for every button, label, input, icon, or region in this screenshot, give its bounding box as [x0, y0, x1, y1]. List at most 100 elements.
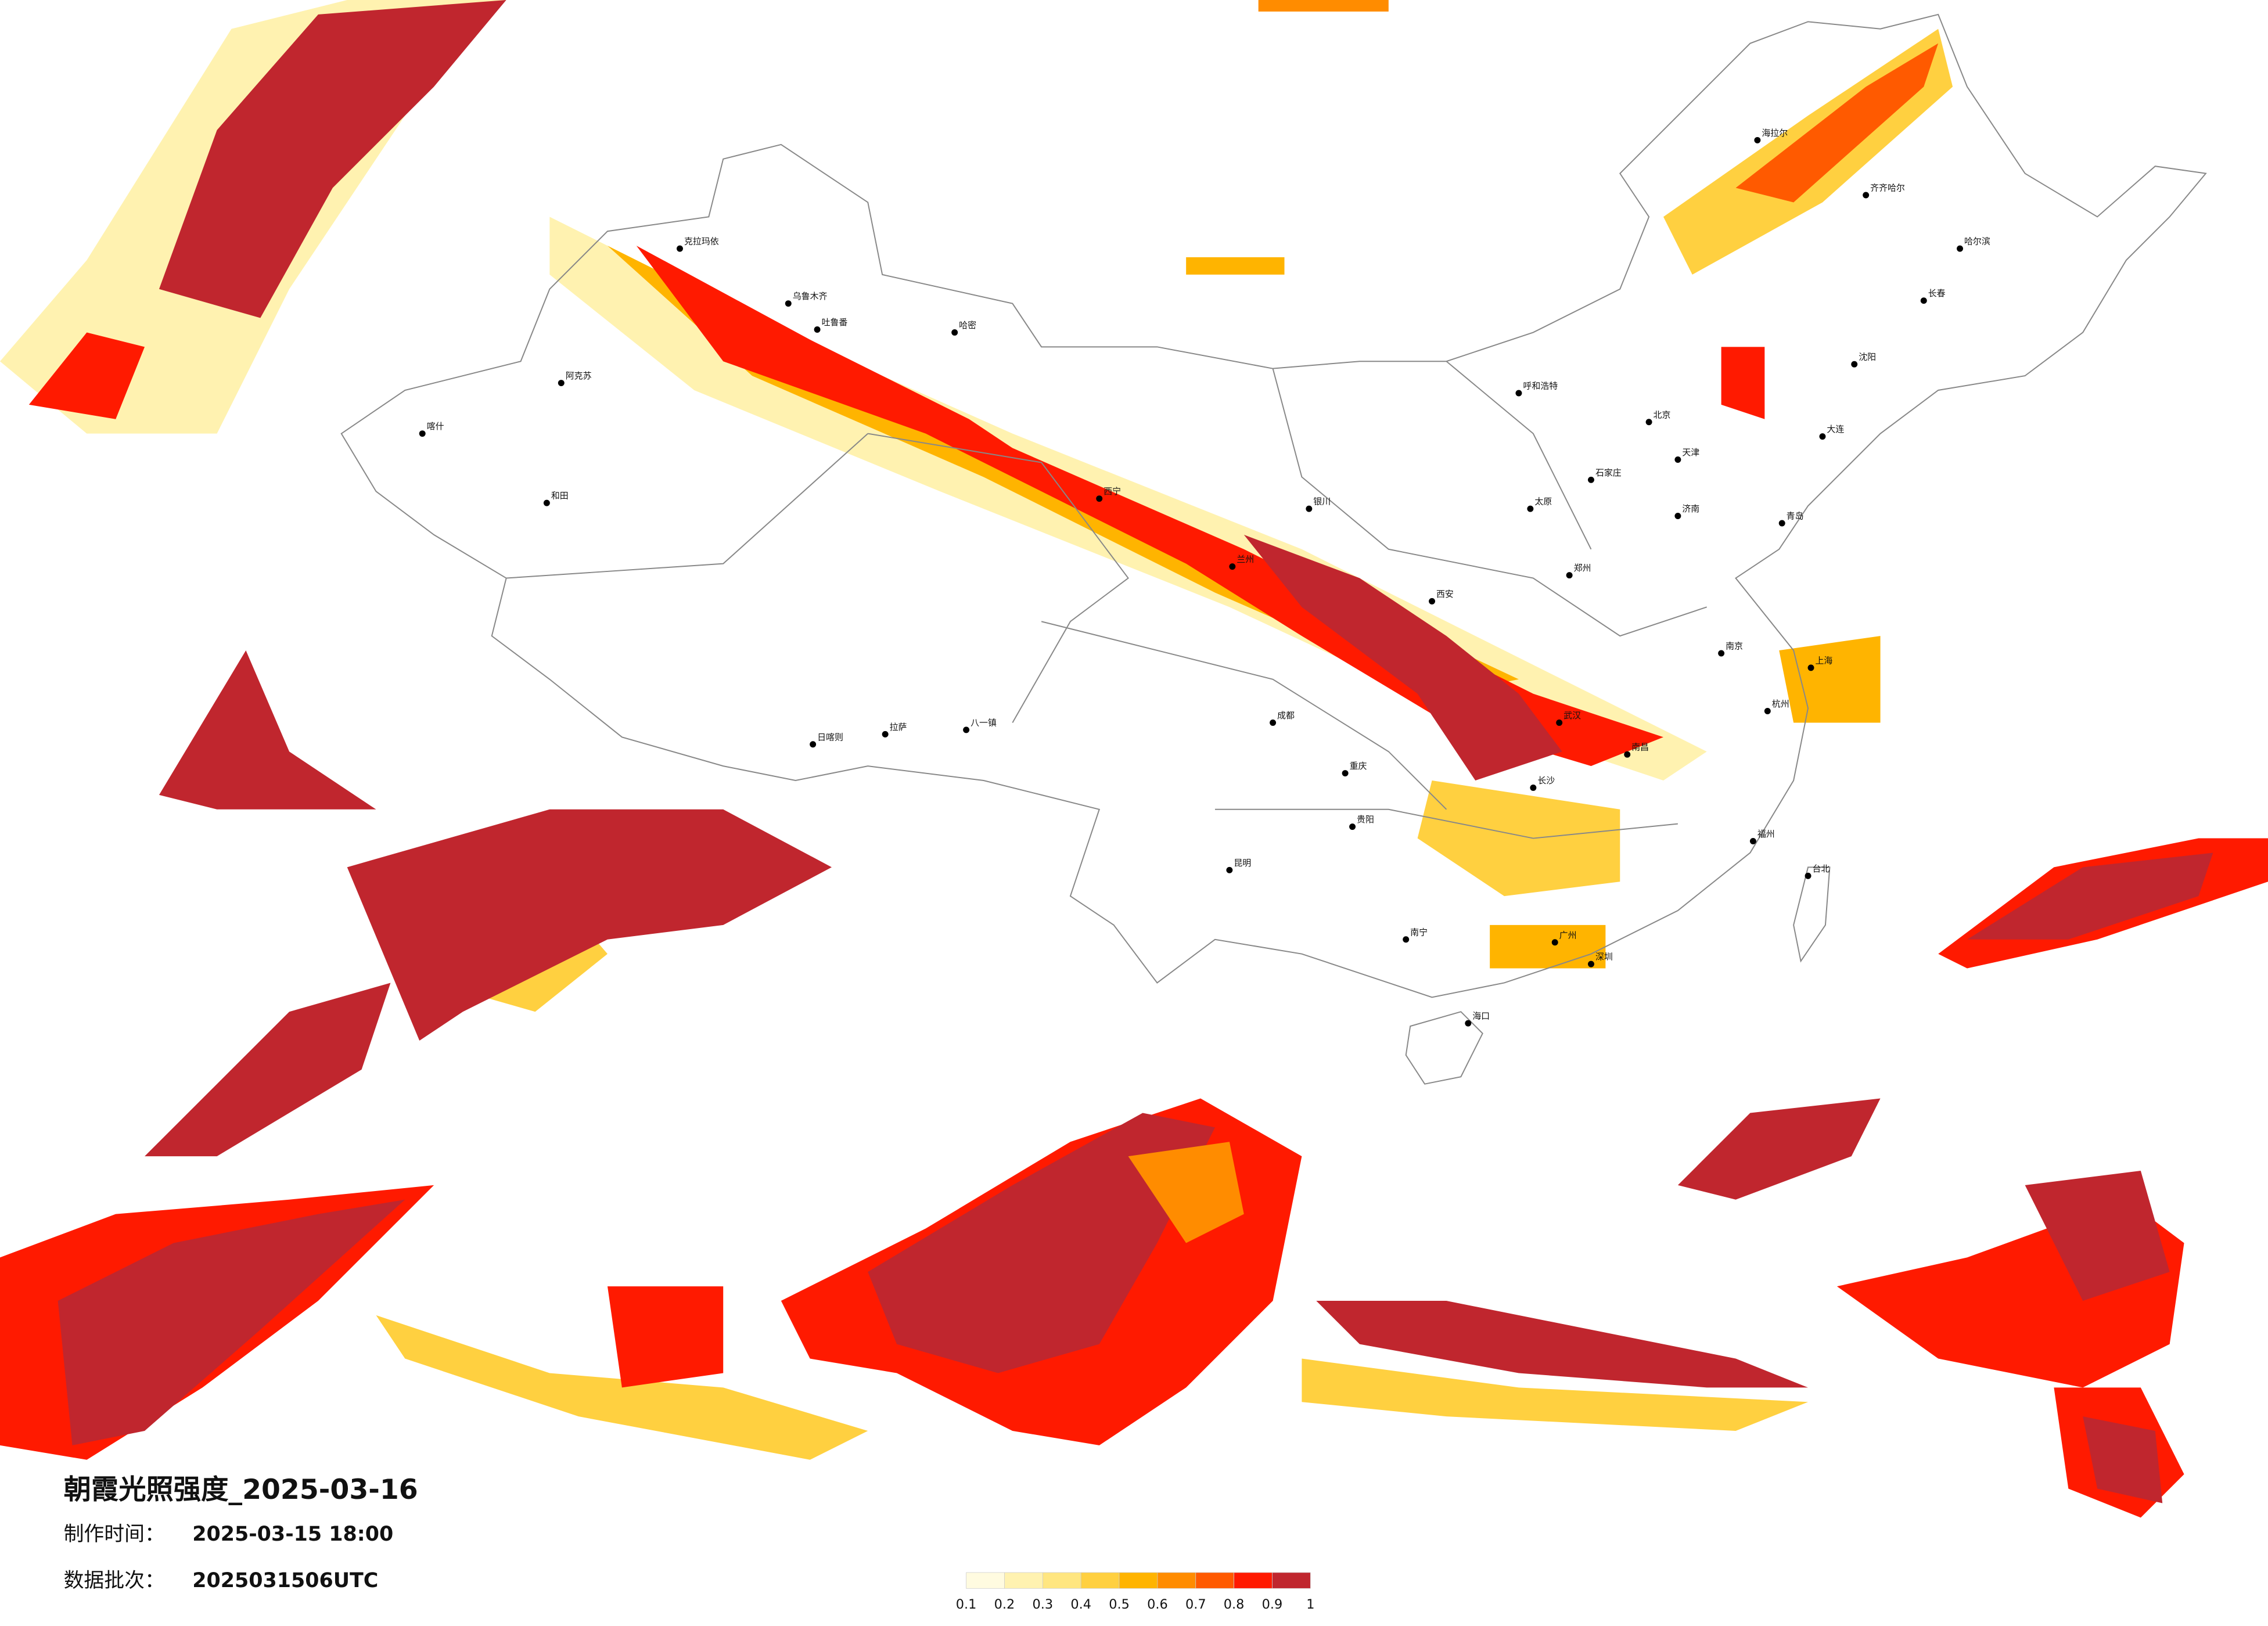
city-dot [1527, 505, 1534, 512]
city-label: 重庆 [1350, 761, 1367, 771]
city-dot [543, 499, 550, 506]
legend-label: 1 [1306, 1597, 1314, 1612]
city-dot [1778, 520, 1785, 527]
batch-label: 数据批次： [64, 1569, 165, 1592]
city-dot [1587, 476, 1594, 483]
city-label: 济南 [1682, 503, 1699, 514]
city-label: 上海 [1815, 655, 1832, 665]
city-label: 海拉尔 [1762, 128, 1788, 138]
legend-label: 0.7 [1185, 1597, 1206, 1612]
city-label: 太原 [1534, 497, 1552, 507]
city-dot [1805, 872, 1811, 879]
city-dot [1764, 708, 1771, 715]
legend-label: 0.9 [1262, 1597, 1283, 1612]
city-label: 兰州 [1237, 554, 1254, 564]
made-label: 制作时间： [64, 1523, 165, 1546]
city-dot [1096, 495, 1103, 502]
made-time: 2025-03-15 18:00 [192, 1523, 393, 1546]
city-label: 喀什 [427, 421, 444, 431]
city-label: 哈尔滨 [1964, 236, 1990, 247]
city-label: 郑州 [1574, 563, 1591, 573]
legend-swatch [1234, 1572, 1273, 1589]
city-label: 福州 [1757, 829, 1775, 839]
legend-swatch [1004, 1572, 1043, 1589]
legend-label: 0.5 [1109, 1597, 1130, 1612]
city-dot [1556, 719, 1563, 726]
city-dot [951, 329, 958, 336]
city-dot [1819, 433, 1826, 440]
city-dot [1403, 936, 1410, 943]
legend-swatch [1157, 1572, 1196, 1589]
city-dot [1429, 598, 1436, 605]
city-dot [1957, 245, 1964, 252]
legend: 0.1 0.2 0.3 0.4 0.5 0.6 0.7 0.8 0.9 1 [956, 1572, 1314, 1612]
heat-layer [0, 0, 2268, 1518]
city-label: 北京 [1654, 409, 1671, 420]
city-label: 克拉玛依 [684, 236, 719, 247]
legend-swatch [1080, 1572, 1120, 1589]
city-dot [1674, 456, 1681, 463]
city-label: 深圳 [1595, 952, 1613, 962]
legend-swatch [1195, 1572, 1234, 1589]
city-label: 大连 [1827, 424, 1844, 434]
city-label: 台北 [1813, 864, 1830, 874]
city-dot [1645, 419, 1652, 426]
legend-swatch [1272, 1572, 1311, 1589]
legend-swatch [966, 1572, 1005, 1589]
city-dot [1920, 297, 1927, 304]
city-dot [1718, 650, 1725, 657]
city-dot [1863, 192, 1870, 199]
city-label: 哈密 [959, 320, 976, 330]
city-dot [882, 731, 889, 738]
country-outline [340, 13, 2207, 998]
city-label: 南京 [1726, 641, 1743, 652]
city-dot [1515, 390, 1522, 397]
city-label: 青岛 [1787, 511, 1804, 521]
batch: 2025031506UTC [192, 1569, 378, 1592]
city-dot [1229, 563, 1236, 570]
city-dot [1587, 961, 1594, 967]
city-label: 西宁 [1104, 486, 1121, 497]
city-label: 拉萨 [890, 722, 907, 732]
city-label: 银川 [1313, 497, 1331, 507]
city-dot [1807, 664, 1814, 671]
city-dot [419, 430, 426, 437]
city-label: 天津 [1682, 447, 1699, 458]
legend-label: 0.8 [1224, 1597, 1245, 1612]
city-label: 长沙 [1537, 775, 1555, 786]
city-dot [1226, 866, 1233, 873]
city-dot [814, 326, 821, 333]
city-label: 杭州 [1772, 699, 1789, 709]
city-dot [1749, 838, 1756, 845]
city-label: 乌鲁木齐 [793, 291, 828, 301]
city-label: 齐齐哈尔 [1870, 183, 1905, 193]
city-label: 呼和浩特 [1523, 381, 1558, 391]
city-dot [1566, 572, 1573, 579]
city-label: 沈阳 [1859, 352, 1876, 362]
city-label: 武汉 [1563, 710, 1581, 721]
province-lines [506, 361, 1708, 839]
city-dot [1306, 505, 1313, 512]
island-taiwan [1793, 866, 1831, 963]
city-label: 海口 [1472, 1011, 1490, 1021]
city-dot [1465, 1020, 1472, 1027]
legend-label: 0.3 [1033, 1597, 1054, 1612]
city-dot [1851, 361, 1858, 368]
city-dot [1674, 513, 1681, 520]
city-label: 昆明 [1234, 858, 1251, 868]
city-label: 南宁 [1410, 927, 1428, 937]
city-dot [1530, 784, 1537, 791]
city-label: 长春 [1928, 288, 1946, 298]
city-label: 贵阳 [1357, 814, 1374, 825]
city-label: 日喀则 [817, 732, 843, 742]
city-dot [1270, 719, 1277, 726]
legend-label: 0.1 [956, 1597, 977, 1612]
city-dot [558, 380, 565, 387]
city-dot [1551, 939, 1558, 946]
city-label: 南昌 [1631, 742, 1649, 753]
city-dot [677, 245, 683, 252]
island-hainan [1405, 1011, 1483, 1085]
city-label: 成都 [1277, 710, 1295, 721]
